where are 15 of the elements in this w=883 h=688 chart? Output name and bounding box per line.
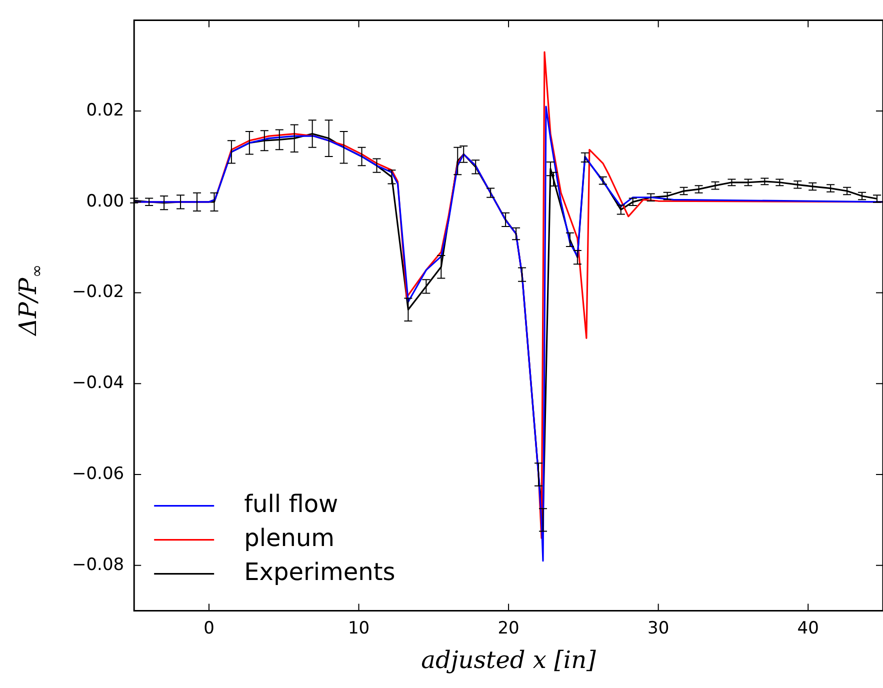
y-tick-label: −0.04 xyxy=(72,373,124,394)
y-tick-label: −0.02 xyxy=(72,282,124,302)
y-tick-label: −0.06 xyxy=(72,464,124,484)
x-tick-label: 40 xyxy=(797,618,819,638)
y-tick-label: 0.02 xyxy=(86,100,124,120)
y-tick-label: 0.00 xyxy=(86,191,124,212)
x-tick-label: 30 xyxy=(648,618,670,638)
legend-label: full flow xyxy=(244,490,338,518)
x-tick-label: 10 xyxy=(348,618,370,638)
legend-label: Experiments xyxy=(244,558,396,586)
legend-label: plenum xyxy=(244,524,335,552)
y-tick-label: −0.08 xyxy=(72,554,124,575)
x-tick-label: 0 xyxy=(204,618,214,638)
x-axis-title: adjusted x [in] xyxy=(421,646,597,674)
x-tick-label: 20 xyxy=(498,618,520,638)
